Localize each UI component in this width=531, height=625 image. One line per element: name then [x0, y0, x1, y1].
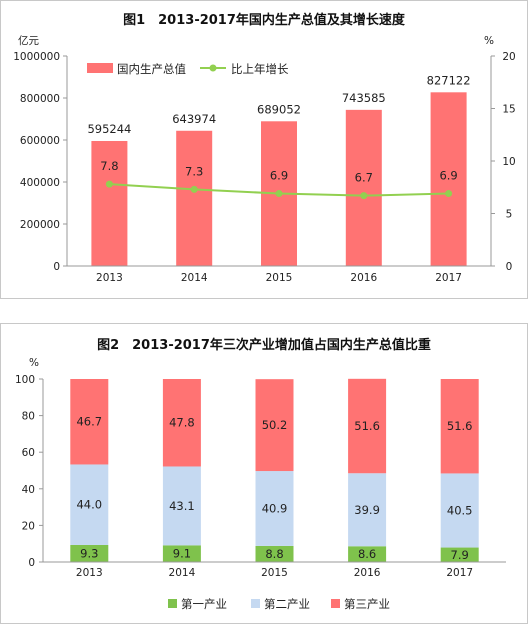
chart2-segment-value-label: 47.8 — [169, 416, 195, 430]
chart1-x-tick-label: 2017 — [435, 272, 462, 284]
chart2-segment-value-label: 40.5 — [447, 503, 473, 517]
chart2-bar-segment — [70, 464, 109, 545]
chart2-bar-segment — [348, 378, 387, 474]
chart1-growth-value-label: 6.7 — [355, 171, 373, 185]
legend-label-tertiary: 第三产业 — [344, 597, 390, 611]
chart1-y-tick-label: 800000 — [20, 93, 60, 105]
chart1-bar — [176, 130, 213, 266]
chart1-growth-point — [275, 190, 283, 198]
chart1-y2-tick-label: 5 — [506, 209, 513, 221]
legend-label-growth: 比上年增长 — [231, 62, 289, 76]
chart1-growth-point — [190, 185, 198, 193]
chart1-y2-tick-label: 15 — [502, 104, 515, 116]
chart2-y-tick-label: 40 — [22, 484, 35, 496]
chart1-panel: 图1 2013-2017年国内生产总值及其增长速度 亿元 % 国内生产总值 比上… — [0, 0, 528, 299]
chart2-bar-segment — [348, 473, 387, 547]
chart2-y-tick-label: 100 — [15, 374, 35, 386]
chart1-y2-tick-label: 10 — [502, 156, 515, 168]
chart2-segment-value-label: 46.7 — [76, 415, 102, 429]
chart1-growth-point — [105, 180, 113, 188]
chart1-x-tick-label: 2015 — [266, 272, 293, 284]
chart2-bar-segment — [255, 471, 294, 546]
chart1-x-tick-label: 2014 — [181, 272, 208, 284]
chart2-bar-segment — [440, 473, 479, 548]
chart1-bar-value-label: 595244 — [87, 122, 131, 136]
chart2-segment-value-label: 44.0 — [76, 498, 102, 512]
chart1-bar — [430, 92, 467, 266]
chart2-segment-value-label: 7.9 — [451, 548, 469, 562]
chart1-growth-value-label: 6.9 — [439, 169, 457, 183]
chart2-y-tick-label: 0 — [28, 557, 35, 569]
chart1-y-tick-label: 200000 — [20, 219, 60, 231]
legend-marker-growth — [209, 64, 217, 72]
legend-label-secondary: 第二产业 — [264, 597, 310, 611]
chart2-title: 图2 2013-2017年三次产业增加值占国内生产总值比重 — [97, 337, 431, 353]
chart2-x-tick-label: 2016 — [354, 567, 381, 579]
chart2-x-tick-label: 2014 — [169, 567, 196, 579]
chart2-bar-segment — [255, 379, 294, 472]
chart1-growth-point — [445, 190, 453, 198]
chart2-unit: % — [29, 357, 39, 369]
chart2-segment-value-label: 8.6 — [358, 547, 376, 561]
chart1-title: 图1 2013-2017年国内生产总值及其增长速度 — [123, 12, 406, 28]
chart1-x-tick-label: 2016 — [350, 272, 377, 284]
chart1-bar-value-label: 743585 — [342, 91, 386, 105]
chart1-legend: 国内生产总值 比上年增长 — [87, 62, 289, 76]
chart2-segment-value-label: 51.6 — [354, 419, 380, 433]
chart2-x-tick-label: 2015 — [261, 567, 288, 579]
chart2-bar-segment — [70, 544, 109, 562]
chart2-svg: 图2 2013-2017年三次产业增加值占国内生产总值比重 % 9.3 44.0 4… — [15, 337, 506, 611]
chart2-y-tick-label: 60 — [22, 447, 35, 459]
chart2-segment-value-label: 50.2 — [262, 418, 288, 432]
chart1-bar-value-label: 827122 — [427, 73, 471, 87]
chart2-bar-segment — [440, 547, 479, 562]
legend-swatch-secondary — [251, 599, 260, 608]
chart1-y-tick-label: 400000 — [20, 177, 60, 189]
legend-swatch-primary — [168, 599, 177, 608]
chart1-y2-tick-label: 0 — [506, 261, 513, 273]
chart1-bar — [345, 109, 382, 266]
chart1-y-tick-label: 600000 — [20, 135, 60, 147]
chart1-x-tick-label: 2013 — [96, 272, 123, 284]
chart1-growth-value-label: 7.8 — [100, 159, 118, 173]
chart2-bar-segment — [70, 379, 109, 465]
chart1-growth-point — [360, 192, 368, 200]
chart1-y2-tick-label: 20 — [502, 51, 515, 63]
legend-label-primary: 第一产业 — [181, 597, 227, 611]
chart1-right-unit: % — [484, 35, 494, 47]
chart2-bar-segment — [348, 546, 387, 562]
chart1-bar-value-label: 689052 — [257, 102, 301, 116]
chart1-svg: 图1 2013-2017年国内生产总值及其增长速度 亿元 % 国内生产总值 比上… — [13, 12, 515, 284]
chart2-segment-value-label: 51.6 — [447, 419, 473, 433]
chart2-bar-segment — [162, 379, 201, 467]
chart2-bar-segment — [162, 545, 201, 562]
chart2-bar-segment — [162, 466, 201, 546]
chart2-segment-value-label: 39.9 — [354, 503, 380, 517]
chart2-bar-segment — [440, 379, 479, 474]
chart1-y-tick-label: 0 — [53, 261, 60, 273]
chart1-bar-value-label: 643974 — [172, 112, 216, 126]
chart2-x-tick-label: 2017 — [446, 567, 473, 579]
legend-label-gdp: 国内生产总值 — [117, 62, 186, 76]
chart2-y-tick-label: 20 — [22, 520, 35, 532]
chart2-y-tick-label: 80 — [22, 411, 35, 423]
chart1-y-tick-label: 1000000 — [13, 51, 60, 63]
chart2-bar-segment — [255, 545, 294, 562]
chart1-bar — [91, 140, 128, 266]
chart2-segment-value-label: 40.9 — [262, 501, 288, 515]
chart2-legend: 第一产业 第二产业 第三产业 — [168, 597, 390, 611]
chart1-growth-value-label: 7.3 — [185, 164, 203, 178]
chart1-left-unit: 亿元 — [18, 34, 39, 47]
chart1-growth-value-label: 6.9 — [270, 169, 288, 183]
legend-swatch-tertiary — [331, 599, 340, 608]
chart2-panel: 图2 2013-2017年三次产业增加值占国内生产总值比重 % 9.3 44.0 4… — [0, 323, 528, 624]
chart2-x-tick-label: 2013 — [76, 567, 103, 579]
chart2-segment-value-label: 9.3 — [80, 546, 98, 560]
chart2-segment-value-label: 43.1 — [169, 499, 195, 513]
chart2-segment-value-label: 8.8 — [265, 547, 283, 561]
legend-swatch-gdp — [87, 63, 113, 73]
chart2-segment-value-label: 9.1 — [173, 547, 191, 561]
